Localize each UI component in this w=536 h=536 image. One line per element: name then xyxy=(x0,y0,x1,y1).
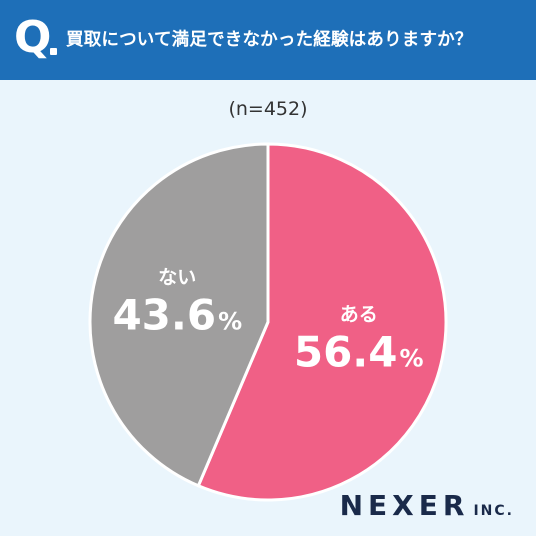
logo-suffix: INC. xyxy=(473,503,514,519)
slice-category-label-0: ある xyxy=(340,303,378,325)
q-dot xyxy=(50,48,57,55)
nexer-logo: NEXER INC. xyxy=(340,489,514,522)
slice-value-label-0: 56.4% xyxy=(294,327,424,376)
pie-slice-1 xyxy=(88,142,270,488)
header-bar: Q 買取について満足できなかった経験はありますか？ xyxy=(0,0,536,80)
question-text: 買取について満足できなかった経験はありますか？ xyxy=(66,30,473,50)
sample-size: (n=452) xyxy=(228,98,308,120)
slice-category-label-1: ない xyxy=(158,267,196,289)
pie-slice-0 xyxy=(196,142,448,502)
logo-main: NEXER xyxy=(339,489,470,522)
slice-value-label-1: 43.6% xyxy=(112,291,242,340)
pie-slices xyxy=(88,142,448,502)
q-letter: Q xyxy=(14,12,52,63)
